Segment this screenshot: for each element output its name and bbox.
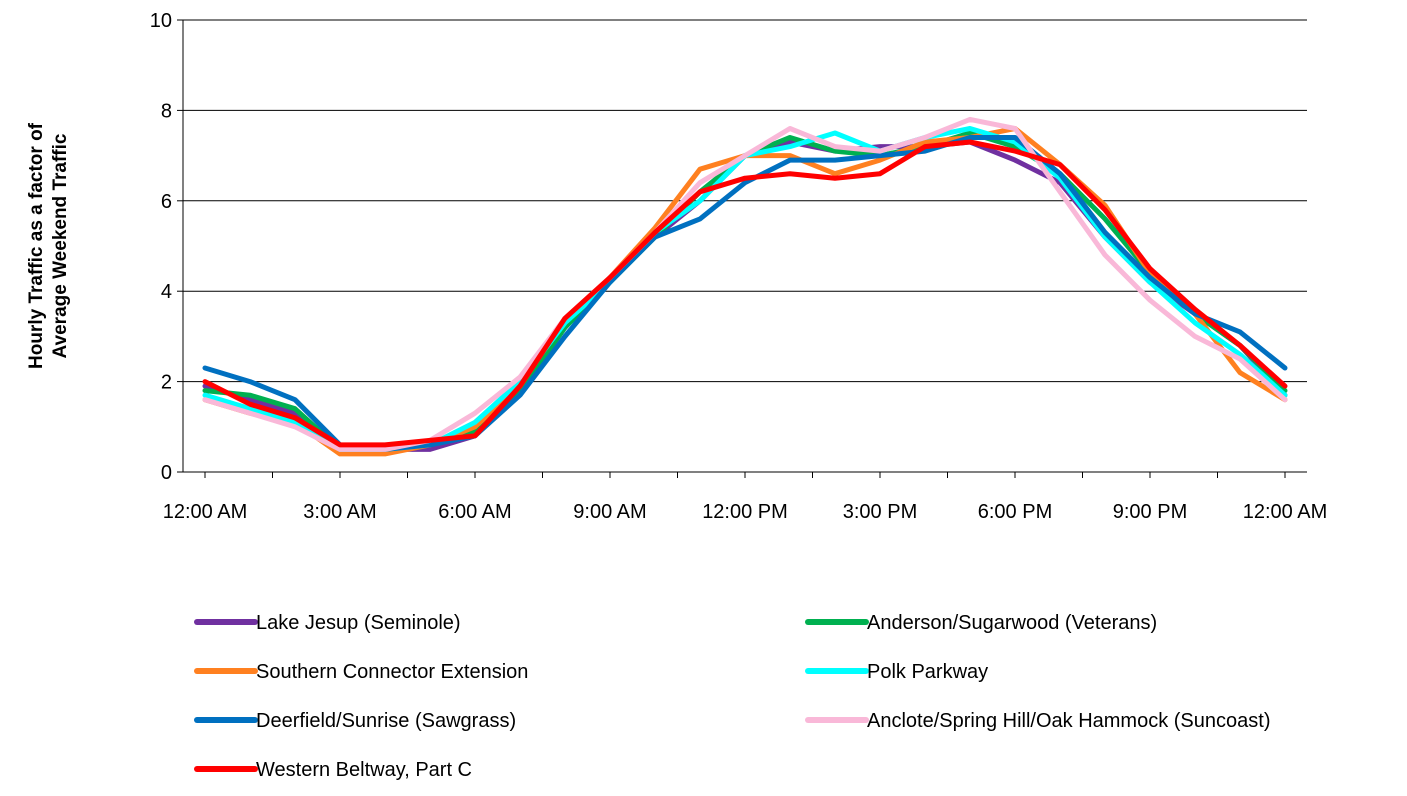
legend-item-6: Anclote/Spring Hill/Oak Hammock (Suncoas…	[805, 710, 1270, 732]
series-line-5	[202, 135, 1288, 452]
legend-label: Lake Jesup (Seminole)	[256, 612, 461, 634]
x-tick-label: 12:00 AM	[1243, 501, 1328, 523]
legend-label: Deerfield/Sunrise (Sawgrass)	[256, 710, 516, 732]
legend-label: Polk Parkway	[867, 661, 988, 683]
y-tick-label: 6	[161, 191, 172, 213]
legend-label: Western Beltway, Part C	[256, 759, 472, 781]
x-tick-label: 9:00 AM	[573, 501, 646, 523]
y-axis-title: Hourly Traffic as a factor of Average We…	[26, 122, 71, 369]
legend-item-5: Deerfield/Sunrise (Sawgrass)	[194, 710, 516, 732]
axes	[182, 20, 1307, 473]
y-axis-title-line-1: Hourly Traffic as a factor of	[26, 122, 47, 369]
series-lines	[202, 116, 1288, 457]
x-tick-label: 6:00 PM	[978, 501, 1052, 523]
series-line-6	[202, 116, 1288, 452]
legend-label: Anderson/Sugarwood (Veterans)	[867, 612, 1157, 634]
y-tick-label: 2	[161, 372, 172, 394]
y-tick-label: 0	[161, 462, 172, 484]
y-ticks: 0 2 4 6 8 10	[150, 10, 183, 484]
series-line-1	[202, 139, 1288, 452]
x-tick-label: 12:00 PM	[702, 501, 788, 523]
y-tick-label: 4	[161, 281, 172, 303]
y-tick-label: 10	[150, 10, 172, 32]
legend-item-3: Southern Connector Extension	[194, 661, 528, 683]
y-tick-label: 8	[161, 100, 172, 122]
series-line-7	[202, 139, 1288, 448]
gridlines	[183, 19, 1307, 383]
legend-item-2: Anderson/Sugarwood (Veterans)	[805, 612, 1157, 634]
legend-item-1: Lake Jesup (Seminole)	[194, 612, 461, 634]
legend-label: Anclote/Spring Hill/Oak Hammock (Suncoas…	[867, 710, 1270, 732]
x-tick-label: 12:00 AM	[163, 501, 248, 523]
x-ticks: 12:00 AM 3:00 AM 6:00 AM 9:00 AM 12:00 PM 3:0…	[163, 472, 1328, 523]
legend-item-7: Western Beltway, Part C	[194, 759, 472, 781]
y-axis-title-line-2: Average Weekend Traffic	[50, 133, 71, 358]
x-tick-label: 3:00 AM	[303, 501, 376, 523]
x-tick-label: 6:00 AM	[438, 501, 511, 523]
x-tick-label: 3:00 PM	[843, 501, 917, 523]
legend: Lake Jesup (Seminole) Anderson/Sugarwood …	[194, 612, 1270, 781]
x-tick-label: 9:00 PM	[1113, 501, 1187, 523]
legend-item-4: Polk Parkway	[805, 661, 988, 683]
legend-label: Southern Connector Extension	[256, 661, 528, 683]
